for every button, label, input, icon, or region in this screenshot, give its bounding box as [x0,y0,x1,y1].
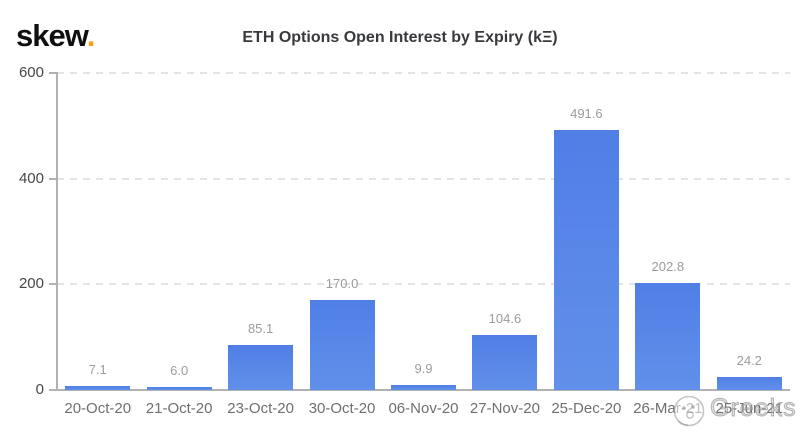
bar-value-label: 202.8 [651,259,685,274]
x-axis-label: 27-Nov-20 [469,400,540,417]
y-axis-label: 600 [18,64,44,81]
bar-value-label: 104.6 [488,311,522,326]
bar-value-label: 24.2 [736,353,762,368]
x-axis-line [49,389,790,391]
bar [228,345,294,390]
y-axis-tick [49,283,57,286]
bar-value-label: 170.0 [325,276,359,291]
bar [309,300,375,390]
bar [146,387,212,390]
logo-dot: . [86,18,96,53]
bar [716,377,782,390]
bar [553,130,619,390]
gridline [57,177,790,180]
gridline [57,283,790,286]
gridline [57,72,790,74]
x-axis-label: 20-Oct-20 [64,400,132,417]
x-axis-label: 23-Oct-20 [227,400,294,417]
y-axis-tick [49,72,57,74]
x-axis-label: 25-Dec-20 [551,400,622,417]
chart-title: ETH Options Open Interest by Expiry (kΞ) [242,29,558,46]
y-axis-tick [49,177,57,180]
logo-text: skew [16,18,88,53]
skew-logo: skew. [16,18,96,54]
x-axis-label: 21-Oct-20 [145,400,213,417]
bar-value-label: 6.0 [170,363,189,378]
bar [635,283,701,390]
bar-value-label: 7.1 [88,362,107,377]
y-axis-label: 200 [18,275,44,293]
y-axis-label: 400 [18,169,44,187]
x-axis-label: 25-Jun-21 [715,400,784,417]
bar-value-label: 85.1 [247,321,274,336]
x-axis-label: 30-Oct-20 [308,400,376,417]
bar-value-label: 491.6 [570,106,603,121]
bar [65,386,131,390]
bar-value-label: 9.9 [414,361,433,376]
y-axis-line [56,72,58,391]
y-axis-label: 0 [35,381,44,398]
x-axis-label: 06-Nov-20 [388,400,459,417]
bar [391,385,456,390]
bar [472,335,538,390]
